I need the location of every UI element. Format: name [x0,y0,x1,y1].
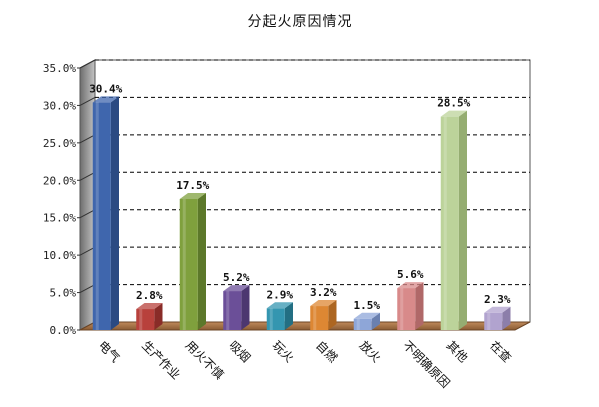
bar [136,309,155,330]
x-tick-label: 自燃 [313,338,341,366]
y-tick-label: 10.0% [43,249,76,262]
x-tick-label: 生产作业 [139,338,183,382]
x-tick-label: 玩火 [270,338,297,365]
gridline-side [79,284,96,294]
bar-side [197,193,206,330]
gridline-side [79,96,96,106]
bar-top [353,312,380,319]
bar-highlight [443,116,447,331]
bar-2 [179,193,206,330]
bar-side [110,96,119,330]
bar-side [328,300,337,330]
bar-highlight [356,318,360,330]
bar-highlight [487,312,491,330]
bar-highlight [139,309,143,330]
gridline-side [79,246,96,256]
bar-top [223,285,250,292]
bar-top [397,282,424,289]
bar-highlight [269,308,273,330]
gridline-side [79,209,96,219]
bar-9 [484,306,511,330]
bar-side [284,302,293,330]
bar [266,308,285,330]
bar-8 [440,110,467,331]
x-tick-label: 在查 [487,338,514,365]
bar-side [241,285,250,330]
x-tick-label: 电气 [96,338,124,366]
bar-highlight [95,102,99,330]
gridline-side [79,134,96,144]
bar-top [440,110,467,117]
gridline-side [79,171,96,181]
y-tick-label: 25.0% [43,137,76,150]
bar-top [266,302,293,309]
x-tick-label: 用火不慎 [183,338,227,382]
gridline-side [79,59,96,69]
bar [440,116,459,331]
bar-top [92,96,119,103]
x-tick-label: 其他 [444,338,471,365]
bar-5 [310,300,337,330]
bar-highlight [226,291,230,330]
bar-top [179,193,206,199]
bars [92,96,511,331]
bar [484,312,503,330]
bar [223,291,242,330]
y-tick-label: 30.0% [43,99,76,112]
bar-3 [223,285,250,330]
x-tick-label: 吸烟 [226,338,253,365]
data-label: 2.3% [484,293,511,306]
bar [92,102,111,330]
bar [310,306,329,330]
data-label: 28.5% [437,97,470,110]
bar [353,318,372,330]
bar-top [310,300,337,307]
bar-side [371,312,380,330]
bar-6 [353,312,380,330]
bar-4 [266,302,293,330]
y-tick-label: 15.0% [43,212,76,225]
y-tick-label: 5.0% [50,287,77,300]
data-label: 30.4% [89,82,122,95]
bar-7 [397,282,424,330]
bar [397,288,416,330]
bar-top [484,306,511,313]
y-axis: 0.0% 5.0% 10.0% 15.0% 20.0% 25.0% 30.0% 35.0% [43,62,80,337]
bar-side [154,303,163,330]
y-tick-label: 20.0% [43,174,76,187]
data-label: 17.5% [176,179,209,192]
y-tick-label: 35.0% [43,62,76,75]
bar-1 [136,303,163,330]
gridlines [79,59,530,294]
bar-highlight [400,288,404,330]
chart-title: 分起火原因情况 [248,14,353,30]
data-label: 1.5% [354,299,381,312]
data-labels: 30.4% 2.8% 17.5% 5.2% 2.9% 3.2% 1.5% 5.6% 28.5% 2… [89,82,511,311]
data-label: 2.8% [136,289,163,302]
y-tick-label: 0.0% [50,324,77,337]
data-label: 5.2% [223,271,250,284]
data-label: 5.6% [397,268,424,281]
bar-side [415,282,424,330]
bar [179,199,198,330]
bar-top [136,303,163,310]
bar-highlight [182,199,186,330]
x-tick-label: 放火 [357,338,385,366]
data-label: 2.9% [267,288,294,301]
bar-side [458,110,467,331]
bar-side [502,306,511,330]
bar-highlight [313,306,317,330]
bar-0 [92,96,119,330]
data-label: 3.2% [310,286,337,299]
